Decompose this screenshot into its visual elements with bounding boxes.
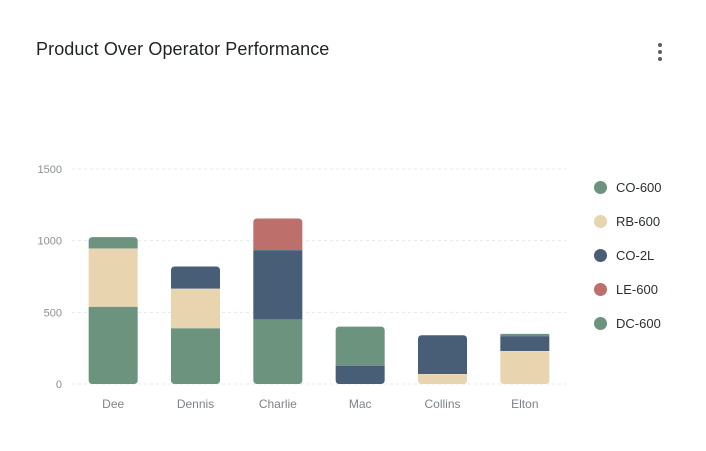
- chart-title: Product Over Operator Performance: [36, 39, 330, 59]
- legend-label: CO-2L: [616, 247, 655, 263]
- bar-segment-co-600-charlie[interactable]: [253, 319, 303, 385]
- y-tick-label: 0: [56, 379, 62, 391]
- bar-segment-co-2l-mac[interactable]: [335, 365, 385, 384]
- bar-segment-co-600-dee[interactable]: [88, 306, 138, 384]
- more-vertical-icon[interactable]: [648, 40, 672, 64]
- y-tick-label: 1000: [38, 236, 62, 248]
- bar-segment-co-2l-collins[interactable]: [418, 335, 467, 374]
- legend-swatch: [594, 282, 607, 296]
- legend-label: LE-600: [616, 281, 658, 297]
- x-tick-label: Dennis: [177, 397, 214, 411]
- x-tick-label: Collins: [424, 397, 460, 411]
- legend-swatch: [594, 214, 607, 228]
- legend-label: CO-600: [616, 179, 662, 195]
- x-tick-label: Dee: [102, 397, 124, 411]
- bar-segment-co-2l-elton[interactable]: [500, 335, 550, 352]
- bar-segment-rb-600-collins[interactable]: [418, 373, 467, 384]
- legend-swatch: [594, 248, 607, 262]
- legend-swatch: [594, 180, 607, 194]
- bar-segment-le-600-charlie[interactable]: [253, 218, 303, 250]
- bar-segment-co-600-dennis[interactable]: [171, 328, 220, 384]
- y-tick-label: 500: [44, 307, 62, 319]
- bar-segment-rb-600-dennis[interactable]: [171, 288, 220, 329]
- legend-item-rb-600[interactable]: RB-600: [594, 204, 694, 238]
- x-tick-label: Elton: [511, 397, 538, 411]
- bar-segment-rb-600-dee[interactable]: [88, 248, 138, 307]
- legend-item-dc-600[interactable]: DC-600: [594, 306, 694, 340]
- x-tick-label: Charlie: [259, 397, 297, 411]
- legend-item-co-2l[interactable]: CO-2L: [594, 238, 694, 272]
- bar-segment-co-2l-dennis[interactable]: [171, 266, 220, 289]
- legend-label: RB-600: [616, 213, 661, 229]
- legend-item-le-600[interactable]: LE-600: [594, 272, 694, 306]
- legend-swatch: [594, 316, 607, 330]
- menu-dot: [658, 43, 662, 47]
- bar-segment-dc-600-dee[interactable]: [88, 237, 138, 249]
- legend-item-co-600[interactable]: CO-600: [594, 170, 694, 204]
- menu-dot: [658, 50, 662, 54]
- bar-segment-rb-600-elton[interactable]: [500, 351, 550, 384]
- bar-segment-co-2l-charlie[interactable]: [253, 249, 303, 320]
- legend-label: DC-600: [616, 315, 661, 331]
- bar-segment-dc-600-mac[interactable]: [335, 326, 385, 366]
- chart-legend: CO-600 RB-600 CO-2L LE-600 DC-600: [594, 170, 694, 340]
- x-tick-label: Mac: [349, 397, 372, 411]
- menu-dot: [658, 57, 662, 61]
- bar-segment-dc-600-elton[interactable]: [500, 333, 550, 336]
- y-tick-label: 1500: [38, 164, 62, 176]
